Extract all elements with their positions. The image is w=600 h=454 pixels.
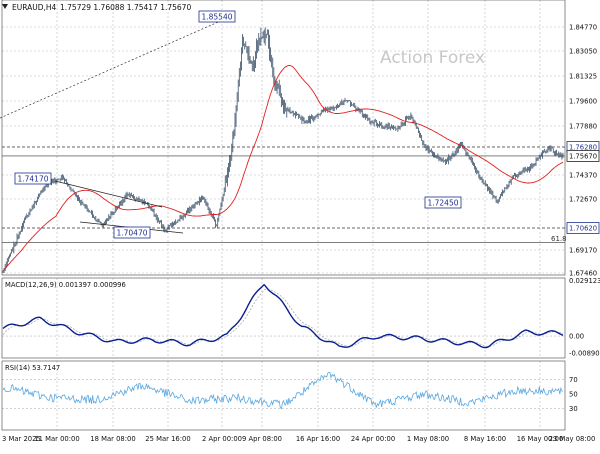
y-tick-label: 1.72670 [569,196,597,204]
rsi-title: RSI(14) 53.7147 [5,364,60,372]
swing-high-label: 1.74170 [17,175,48,184]
x-tick-label: 24 Apr 00:00 [351,435,395,443]
price-tag-box [566,150,600,162]
y-tick-label: 1.81325 [569,73,597,81]
rsi-tick-label: 70 [569,376,578,384]
panel-frame [1,360,566,431]
x-tick-label: 9 Apr 08:00 [242,435,282,443]
upper-wedge-line [54,180,163,208]
x-tick-label: 16 Apr 16:00 [296,435,340,443]
price-panel [0,18,565,273]
y-tick-label: 1.67460 [569,270,597,278]
x-tick-label: 23 May 08:00 [549,435,596,443]
label-layer: EURAUD,H4 1.75729 1.76088 1.75417 1.7567… [2,3,600,243]
y-tick-label: 1.69170 [569,247,597,255]
low-label: 1.70470 [116,229,147,238]
x-tick-label: 11 Mar 00:00 [34,435,79,443]
macd-title: MACD(12,26,9) 0.001397 0.000996 [5,281,126,289]
y-tick-label: 1.77880 [569,123,597,131]
fib-label: 61.8 [551,235,567,243]
price-tag-label: 1.70620 [569,225,597,233]
macd-line [2,283,564,349]
macd-tick-label: 0.00 [569,333,584,341]
collapse-triangle-icon[interactable] [2,4,8,9]
low-label-box [113,226,151,239]
macd-tick-label: 0.029123 [569,277,600,285]
high-label-box [198,10,236,23]
panel-frame [1,0,566,276]
x-tick-label: 18 Mar 08:00 [90,435,135,443]
y-tick-label: 1.83050 [569,48,597,56]
dotted-trendline [0,18,226,119]
grid-layer [2,0,565,430]
y-tick-label: 1.74370 [569,172,597,180]
rsi-panel: RSI(14) 53.7147 [2,364,564,410]
x-tick-label: 1 May 08:00 [407,435,449,443]
watermark: Action Forex [380,48,485,68]
rsi-tick-label: 30 [569,405,578,413]
price-tag-label: 1.76280 [569,144,597,152]
macd-tick-label: -0.008901 [569,350,600,358]
header-ohlc: 1.75729 1.76088 1.75417 1.75670 [60,3,191,12]
x-tick-label: 16 May 00:00 [517,435,564,443]
macd-panel: MACD(12,26,9) 0.001397 0.000996 [2,281,564,349]
panel-frame [1,277,566,359]
y-tick-label: 1.84770 [569,24,597,32]
price-tag-label: 1.75670 [569,152,597,160]
x-tick-label: 3 Mar 2025 [2,435,41,443]
price-tag-box [566,222,600,234]
recent-low-label: 1.72450 [427,199,458,208]
moving-average-line [2,65,564,272]
x-tick-label: 2 Apr 00:00 [202,435,242,443]
y-tick-label: 1.79600 [569,98,597,106]
recent-low-label-box [424,196,462,209]
rsi-tick-label: 50 [569,391,578,399]
rsi-line [2,371,564,410]
header-symbol: EURAUD,H4 [12,3,57,12]
x-tick-label: 8 May 16:00 [464,435,506,443]
macd-signal-line [2,288,564,347]
high-label: 1.85540 [201,13,232,22]
x-tick-label: 25 Mar 16:00 [145,435,190,443]
swing-high-label-box [14,172,52,185]
